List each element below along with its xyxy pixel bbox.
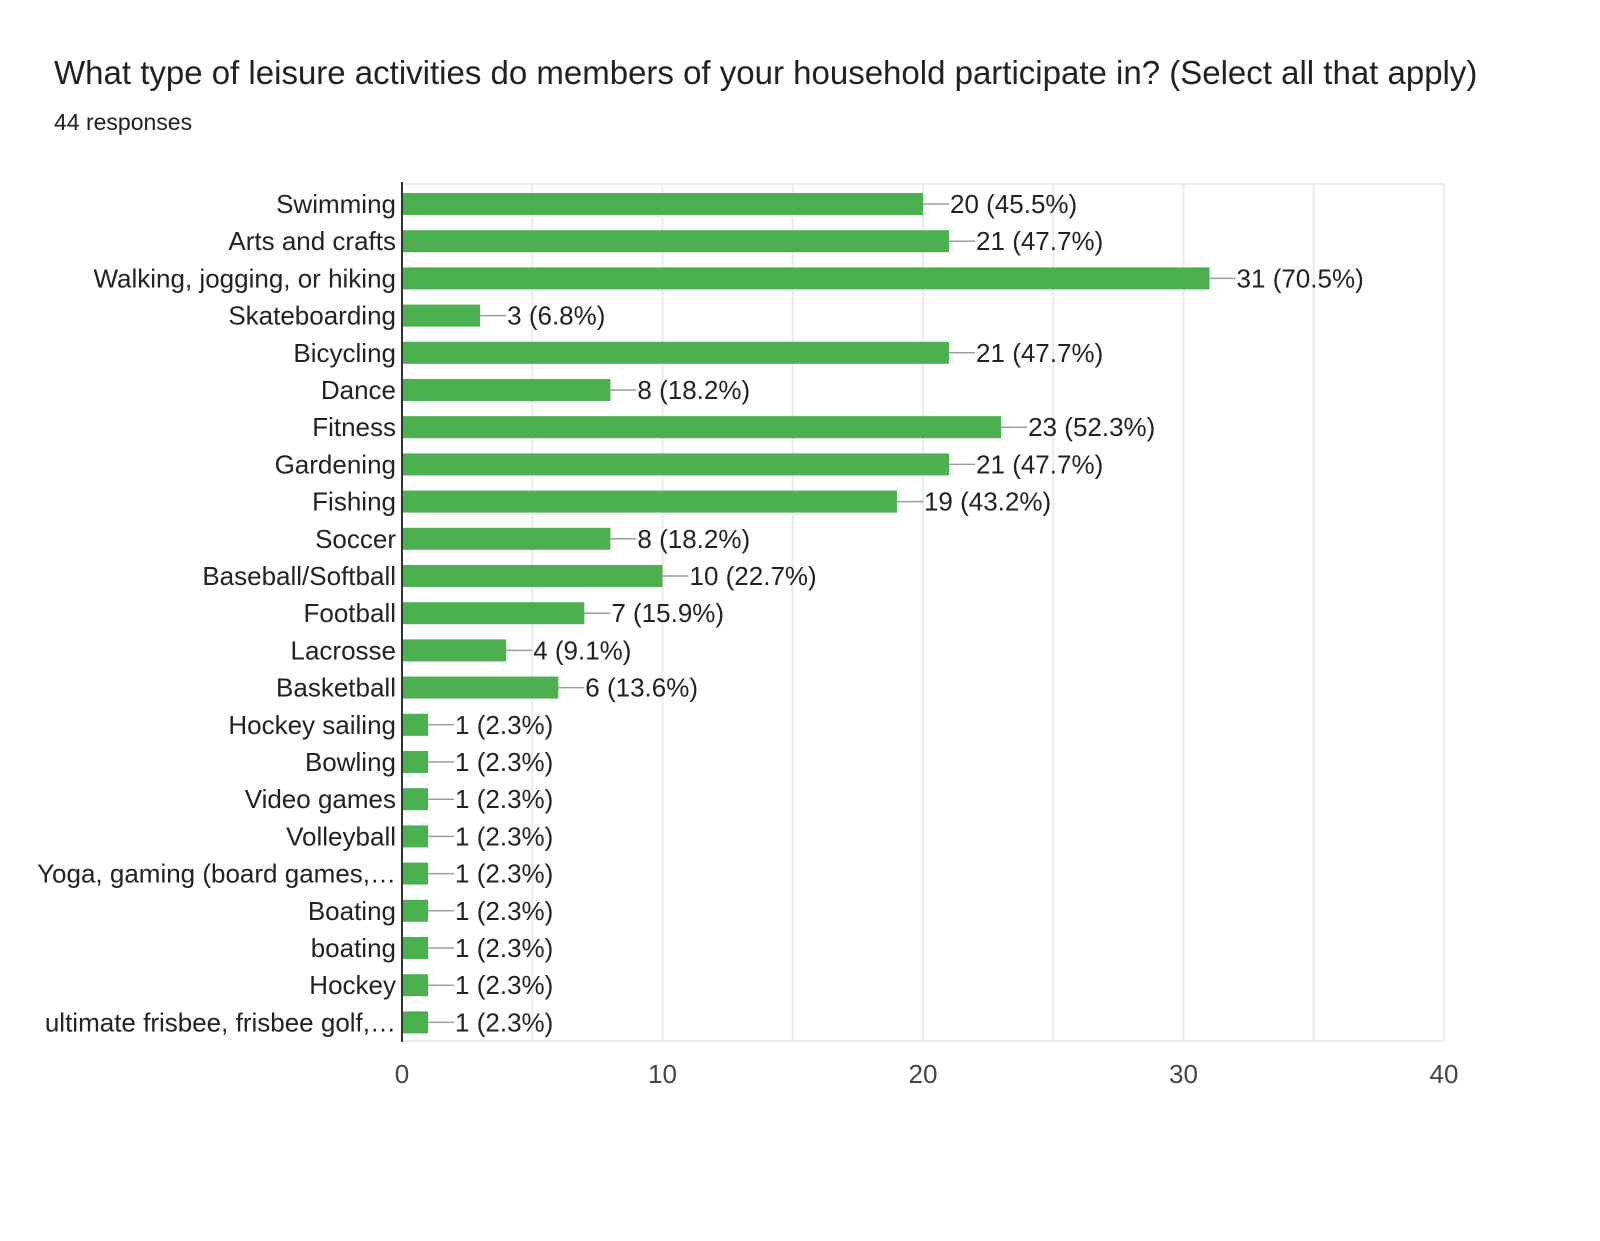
response-count: 44 responses: [54, 109, 193, 135]
bar: [402, 304, 481, 327]
data-label: 1 (2.3%): [455, 747, 553, 777]
category-label: Fishing: [312, 487, 396, 517]
bars: [402, 193, 1210, 1034]
bar: [402, 527, 611, 550]
bar: [402, 974, 429, 997]
data-label: 21 (47.7%): [976, 449, 1103, 479]
bar: [402, 193, 923, 215]
category-label: Hockey: [309, 970, 396, 1000]
bar: [402, 453, 950, 476]
data-label: 1 (2.3%): [455, 933, 553, 963]
bar: [402, 788, 429, 811]
category-label: Skateboarding: [228, 301, 396, 331]
data-label: 20 (45.5%): [950, 189, 1077, 219]
category-label: Baseball/Softball: [202, 561, 396, 591]
bar: [402, 639, 507, 662]
bar: [402, 267, 1210, 290]
x-tick-label: 10: [648, 1059, 677, 1089]
x-tick-label: 0: [395, 1059, 409, 1089]
category-label: ultimate frisbee, frisbee golf,…: [45, 1007, 396, 1037]
data-label: 1 (2.3%): [455, 784, 553, 814]
data-label: 1 (2.3%): [455, 970, 553, 1000]
bar: [402, 899, 429, 922]
category-label: Volleyball: [286, 821, 396, 851]
bar: [402, 416, 1002, 439]
bar: [402, 230, 950, 253]
bar: [402, 825, 429, 848]
question-title: What type of leisure activities do membe…: [54, 54, 1478, 91]
data-label: 10 (22.7%): [690, 561, 817, 591]
bar: [402, 379, 611, 401]
bar: [402, 565, 663, 587]
data-label: 6 (13.6%): [585, 673, 698, 703]
category-label: boating: [311, 933, 396, 963]
x-tick-label: 20: [909, 1059, 938, 1089]
category-label: Dance: [321, 375, 396, 405]
data-label: 23 (52.3%): [1028, 412, 1155, 442]
x-tick-label: 30: [1169, 1059, 1198, 1089]
category-label: Bowling: [305, 747, 396, 777]
category-label: Walking, jogging, or hiking: [93, 263, 396, 293]
data-label: 1 (2.3%): [455, 1007, 553, 1037]
bar: [402, 602, 585, 625]
bar: [402, 751, 429, 773]
data-label: 8 (18.2%): [637, 524, 750, 554]
axes: 0 10 20 30 40: [395, 182, 1459, 1089]
labels: Swimming 20 (45.5%) Arts and crafts 21 (47.…: [37, 189, 1364, 1037]
bar: [402, 862, 429, 885]
category-label: Hockey sailing: [228, 710, 396, 740]
data-label: 21 (47.7%): [976, 226, 1103, 256]
data-label: 4 (9.1%): [533, 635, 631, 665]
category-label: Basketball: [276, 673, 396, 703]
category-label: Arts and crafts: [228, 226, 396, 256]
bar: [402, 676, 559, 699]
category-label: Yoga, gaming (board games,…: [37, 859, 396, 889]
data-label: 1 (2.3%): [455, 821, 553, 851]
category-label: Soccer: [315, 524, 396, 554]
data-label: 7 (15.9%): [611, 598, 724, 628]
category-label: Gardening: [275, 449, 396, 479]
data-label: 19 (43.2%): [924, 487, 1051, 517]
category-label: Lacrosse: [291, 635, 397, 665]
category-label: Bicycling: [293, 338, 396, 368]
data-label: 31 (70.5%): [1237, 263, 1364, 293]
x-tick-label: 40: [1430, 1059, 1459, 1089]
bar: [402, 937, 429, 959]
bar: [402, 1011, 429, 1034]
bar: [402, 490, 897, 513]
bar: [402, 341, 950, 364]
category-label: Boating: [308, 896, 396, 926]
data-label: 8 (18.2%): [637, 375, 750, 405]
data-label: 1 (2.3%): [455, 859, 553, 889]
category-label: Video games: [245, 784, 396, 814]
data-label: 1 (2.3%): [455, 710, 553, 740]
bar: [402, 713, 429, 736]
data-label: 21 (47.7%): [976, 338, 1103, 368]
category-label: Fitness: [312, 412, 396, 442]
grid-lines: [402, 183, 1445, 1042]
data-label: 3 (6.8%): [507, 301, 605, 331]
category-label: Football: [304, 598, 397, 628]
data-label: 1 (2.3%): [455, 896, 553, 926]
category-label: Swimming: [276, 189, 396, 219]
